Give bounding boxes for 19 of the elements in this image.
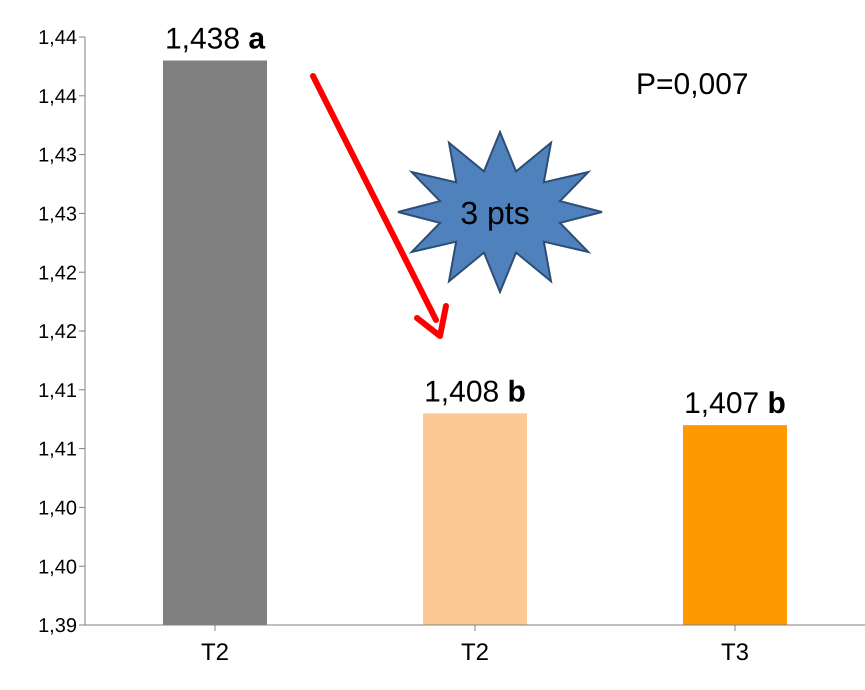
y-tick-label: 1,39 bbox=[38, 615, 77, 638]
y-tick-label: 1,42 bbox=[38, 321, 77, 344]
y-tick-label: 1,44 bbox=[38, 27, 77, 50]
annotation: P=0,007 bbox=[636, 68, 749, 101]
y-tick-label: 1,43 bbox=[38, 204, 77, 226]
x-tick-label: T2 bbox=[200, 639, 230, 666]
annotation: 3 pts bbox=[460, 195, 530, 231]
y-tick-label: 1,40 bbox=[38, 556, 77, 578]
y-tick-label: 1,41 bbox=[38, 438, 77, 461]
y-tick-label: 1,43 bbox=[38, 144, 77, 167]
y-tick-label: 1,41 bbox=[38, 380, 77, 402]
x-tick-label: T2 bbox=[460, 639, 490, 666]
y-tick-label: 1,44 bbox=[38, 86, 77, 108]
data-label: 1,438 a bbox=[164, 22, 266, 56]
y-tick-label: 1,40 bbox=[38, 498, 77, 520]
data-label: 1,407 b bbox=[684, 387, 786, 420]
y-tick-label: 1,42 bbox=[38, 262, 77, 284]
data-label: 1,408 b bbox=[424, 375, 526, 408]
x-tick-label: T3 bbox=[720, 639, 750, 666]
